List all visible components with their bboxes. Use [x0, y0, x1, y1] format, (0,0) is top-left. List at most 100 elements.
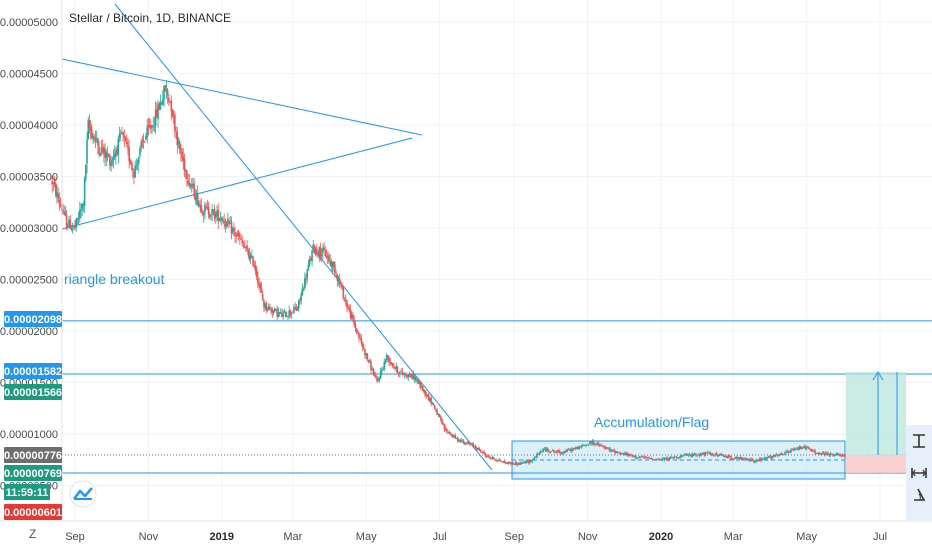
candle-body [571, 448, 573, 451]
candle-body [110, 162, 112, 166]
candle-body [821, 453, 824, 454]
candle-body [258, 282, 260, 286]
candle-body [128, 147, 130, 161]
candle-body [817, 452, 820, 454]
candle-body [409, 376, 412, 378]
long-position-target-zone[interactable] [846, 372, 906, 455]
candle-body [424, 390, 426, 396]
candle-body [632, 455, 635, 457]
candle-body [165, 88, 168, 92]
candle-body [66, 226, 69, 228]
x-tick-label: Jul [433, 531, 447, 543]
y-tick-label: 0.00004000 [0, 120, 58, 132]
candle-body [677, 457, 679, 459]
candle-body [502, 461, 505, 463]
candle-body [358, 332, 360, 339]
candle-body [521, 463, 524, 464]
candle-body [338, 278, 341, 284]
annotation-accumulation-flag[interactable]: Accumulation/Flag [594, 414, 709, 430]
candle-body [815, 453, 818, 455]
candle-body [332, 261, 335, 267]
candle-body [243, 246, 246, 248]
candle-body [452, 434, 454, 438]
candle-body [447, 431, 449, 433]
candle-body [667, 459, 670, 461]
candle-body [713, 455, 715, 456]
candle-body [689, 454, 691, 456]
candle-body [70, 228, 73, 230]
candle-body [674, 456, 677, 458]
candle-body [169, 102, 171, 103]
long-position-stop-zone[interactable] [846, 455, 906, 473]
candle-body [766, 457, 768, 460]
tradingview-logo-icon[interactable] [69, 480, 97, 508]
candle-body [695, 453, 697, 456]
candle-body [360, 338, 363, 343]
candle-body [148, 125, 151, 127]
candle-body [427, 394, 430, 401]
candle-body [381, 369, 383, 372]
candle-body [752, 460, 755, 462]
candle-body [174, 114, 176, 131]
price-axis[interactable]: 0.00005000 0.00004500 0.00004000 0.00003500… [0, 0, 63, 521]
candle-body [675, 456, 678, 458]
candle-body [750, 459, 753, 462]
candle-body [56, 191, 58, 197]
candle-body [63, 211, 65, 214]
candle-body [316, 248, 318, 253]
triangle-upper-trendline[interactable] [61, 58, 423, 136]
candle-body [80, 208, 82, 212]
candle-body [421, 385, 424, 391]
descending-trendline[interactable] [114, 3, 493, 471]
candle-body [104, 148, 106, 158]
candle-body [371, 368, 374, 371]
candle-body [530, 460, 532, 462]
price-tag: 0.00001582 [4, 363, 62, 379]
candle-body [278, 312, 281, 314]
candle-body [175, 130, 177, 133]
candle-body [620, 453, 623, 455]
candle-body [289, 309, 292, 314]
candle-body [748, 458, 750, 460]
candle-body [723, 456, 726, 458]
time-axis[interactable]: Sep Nov 2019 Mar May Jul Sep Nov 2020 Mar May Jul [0, 520, 932, 543]
candle-body [290, 312, 293, 315]
candle-body [733, 458, 736, 460]
candle-body [604, 447, 607, 449]
candle-body [276, 308, 278, 317]
candle-body [139, 148, 141, 156]
candle-body [512, 462, 514, 464]
candle-body [97, 138, 99, 146]
candle-body [466, 442, 469, 444]
candle-body [843, 455, 845, 457]
annotation-triangle-breakout[interactable]: riangle breakout [64, 271, 165, 287]
candle-body [814, 450, 816, 454]
y-tick-label: 0.00002500 [0, 275, 58, 287]
candle-body [407, 374, 410, 378]
candle-body [840, 454, 843, 456]
triangle-lower-trendline[interactable] [61, 137, 413, 230]
candle-body [402, 373, 405, 375]
candle-body [472, 443, 475, 447]
candle-body [160, 102, 163, 104]
candle-body [826, 453, 828, 454]
chart-drawings[interactable] [61, 3, 932, 480]
candle-body [590, 441, 593, 444]
z-icon[interactable]: Z [29, 527, 36, 541]
candle-body [556, 450, 559, 452]
candle-body [549, 451, 552, 453]
candle-body [145, 135, 147, 141]
angle-icon[interactable] [914, 488, 926, 501]
candle-body [411, 373, 413, 378]
candle-body [523, 461, 525, 464]
candle-body [656, 458, 659, 460]
candle-body [559, 451, 561, 453]
candle-body [697, 454, 700, 456]
candle-body [254, 265, 257, 272]
candle-body [103, 147, 105, 154]
candle-body [525, 460, 528, 464]
ruler-icon[interactable] [913, 434, 925, 448]
fit-horizontal-icon[interactable] [911, 468, 927, 478]
candle-body [86, 139, 88, 164]
